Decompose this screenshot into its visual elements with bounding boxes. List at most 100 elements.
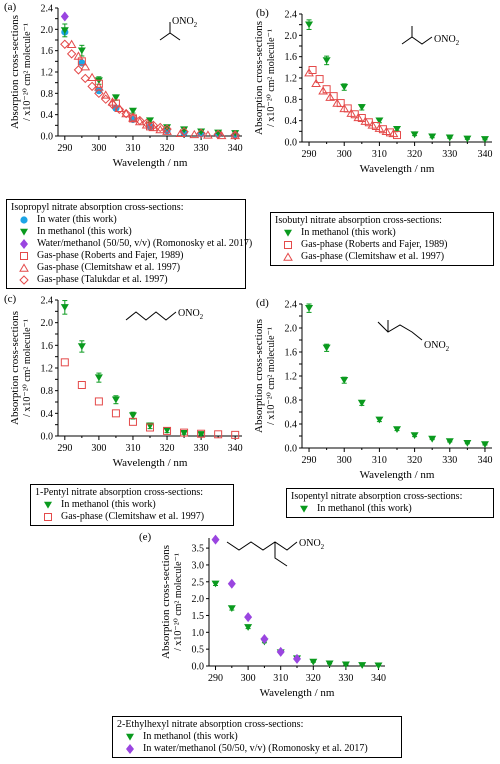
- molecule-structure: ONO2: [125, 308, 204, 321]
- legend-e: 2-Ethylhexyl nitrate absorption cross-se…: [112, 716, 402, 758]
- y-tick-label: 1.6: [285, 348, 298, 359]
- data-point: [293, 653, 301, 664]
- legend-entry: Gas-phase (Clemitshaw et al. 1997): [11, 262, 241, 274]
- data-point: [211, 534, 220, 545]
- legend-entry: Gas-phase (Talukdar et al. 1997): [11, 274, 241, 286]
- y-axis-unit: / x10⁻²⁰ cm² molecule⁻¹: [266, 327, 277, 425]
- x-tick-label: 290: [302, 455, 317, 466]
- y-axis-label: Absorption cross-sections: [9, 15, 21, 129]
- data-point: [410, 131, 419, 139]
- legend-marker: [117, 731, 143, 743]
- legend-marker: [275, 227, 301, 239]
- data-point: [128, 112, 138, 123]
- y-tick-label: 2.4: [41, 4, 54, 15]
- legend-label: Water/methanol (50/50, v/v) (Romonosky e…: [37, 238, 253, 249]
- legend-marker: [11, 238, 37, 250]
- x-tick-label: 330: [194, 443, 209, 454]
- data-point: [77, 47, 86, 55]
- y-tick-label: 0.5: [192, 645, 205, 656]
- data-point: [73, 65, 84, 75]
- legend-label: In methanol (this work): [301, 227, 396, 238]
- data-point: [231, 430, 240, 439]
- y-tick-label: 2.0: [285, 324, 298, 335]
- legend-c: 1-Pentyl nitrate absorption cross-sectio…: [30, 484, 234, 526]
- legend-label: In water (this work): [37, 214, 117, 225]
- data-point: [227, 605, 236, 612]
- y-tick-label: 2.5: [192, 577, 205, 588]
- data-point: [197, 128, 206, 136]
- data-point: [77, 381, 86, 389]
- data-point: [175, 128, 186, 138]
- legend-marker: [291, 503, 317, 515]
- x-tick-label: 300: [91, 443, 106, 454]
- data-point: [111, 409, 120, 418]
- x-axis-label: Wavelength / nm: [360, 469, 435, 481]
- legend-entry: In water (this work): [11, 214, 241, 226]
- data-point: [100, 90, 111, 99]
- y-tick-label: 0.4: [285, 420, 298, 431]
- data-point: [322, 57, 331, 64]
- x-axis-label: Wavelength / nm: [260, 687, 335, 699]
- data-point: [305, 305, 314, 312]
- y-tick-label: 0.0: [192, 662, 205, 673]
- data-point: [94, 88, 104, 99]
- y-tick-label: 0.8: [285, 396, 298, 407]
- legend-title: 1-Pentyl nitrate absorption cross-sectio…: [35, 487, 204, 498]
- data-point: [135, 115, 145, 126]
- data-point: [94, 77, 103, 85]
- legend-marker: [11, 262, 37, 274]
- panel-letter: (a): [4, 1, 17, 13]
- data-point: [141, 118, 152, 128]
- legend-marker: [11, 214, 37, 226]
- x-tick-label: 300: [91, 143, 106, 154]
- data-point: [197, 429, 206, 438]
- data-point: [463, 440, 472, 447]
- y-tick-label: 2.4: [285, 300, 298, 311]
- y-tick-label: 0.0: [41, 432, 54, 443]
- data-point: [146, 423, 154, 432]
- molecule-structure: ONO2: [226, 538, 325, 567]
- data-point: [114, 104, 125, 115]
- data-point: [305, 21, 314, 29]
- y-tick-label: 0.0: [285, 444, 298, 455]
- series-3: [60, 11, 69, 22]
- data-point: [340, 83, 349, 91]
- data-point: [375, 416, 384, 424]
- y-tick-label: 3.5: [192, 544, 205, 555]
- y-tick-label: 0.8: [285, 95, 298, 106]
- legend-marker: [117, 743, 143, 755]
- data-point: [111, 396, 120, 404]
- data-point: [80, 73, 90, 84]
- data-point: [87, 72, 97, 82]
- x-tick-label: 310: [273, 673, 288, 684]
- x-tick-label: 310: [372, 149, 387, 160]
- legend-label: In methanol (this work): [317, 503, 412, 514]
- data-point: [353, 112, 364, 122]
- data-point: [128, 107, 137, 115]
- data-point: [357, 399, 366, 407]
- legend-title: 2-Ethylhexyl nitrate absorption cross-se…: [117, 719, 304, 730]
- data-point: [163, 427, 172, 434]
- series-1: [305, 303, 489, 448]
- legend-label: In methanol (this work): [61, 499, 156, 510]
- data-point: [445, 438, 454, 445]
- y-axis-label: Absorption cross-sections: [9, 311, 21, 425]
- y-tick-label: 1.6: [285, 52, 298, 63]
- data-point: [77, 343, 86, 351]
- legend-marker: [35, 511, 61, 523]
- x-tick-label: 320: [407, 149, 422, 160]
- data-point: [332, 98, 343, 107]
- series-3: [304, 68, 399, 138]
- data-point: [60, 39, 70, 49]
- data-point: [128, 412, 137, 420]
- data-point: [227, 578, 236, 589]
- y-axis-unit: / x10⁻²⁰ cm² molecule⁻¹: [266, 29, 277, 127]
- data-point: [276, 646, 285, 657]
- y-tick-label: 0.0: [285, 138, 298, 149]
- x-tick-label: 290: [208, 673, 223, 684]
- x-tick-label: 320: [160, 143, 175, 154]
- data-point: [322, 344, 331, 352]
- legend-marker: [275, 239, 301, 251]
- panel-letter: (b): [256, 7, 269, 19]
- series-2: [60, 23, 240, 137]
